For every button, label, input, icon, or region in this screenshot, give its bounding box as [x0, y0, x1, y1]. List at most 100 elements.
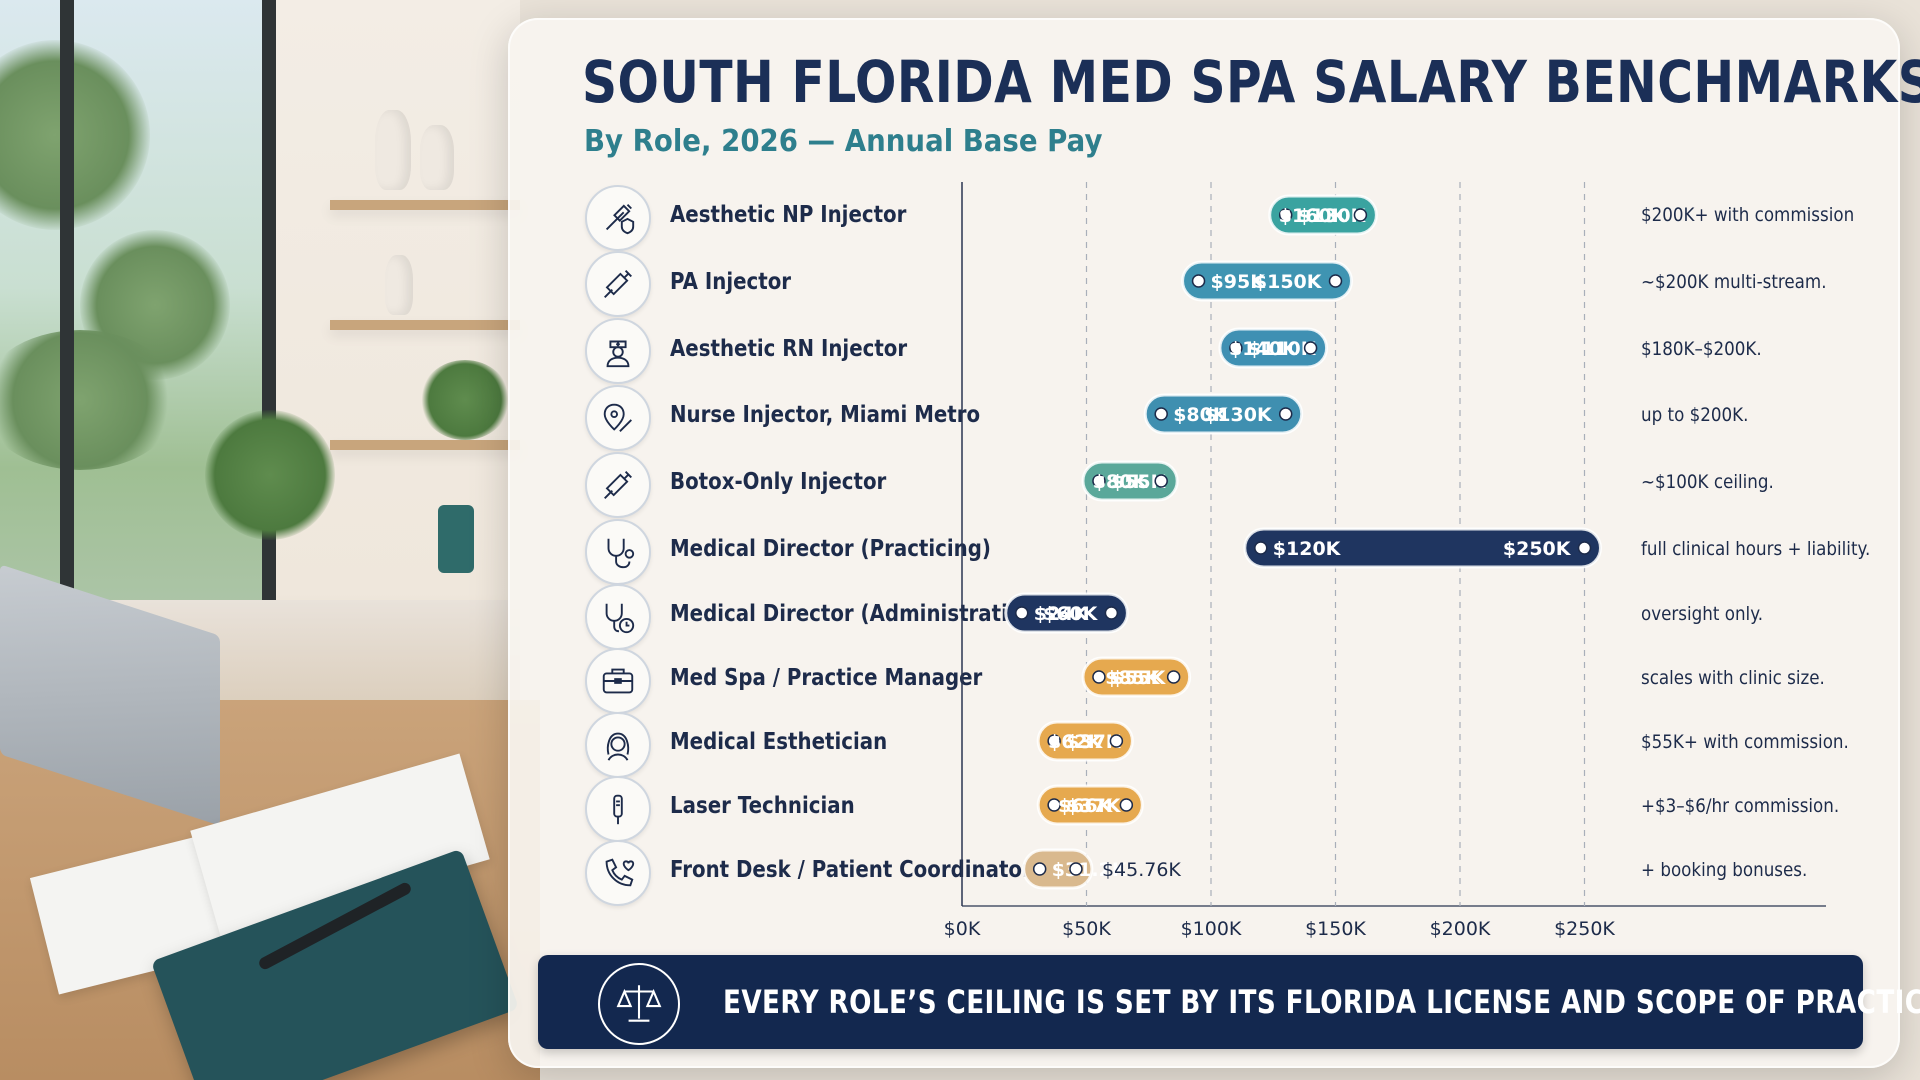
range-bar [1143, 393, 1304, 435]
background-pot [438, 505, 474, 573]
range-low-marker [1032, 862, 1047, 876]
range-low-label: $24K [1034, 603, 1090, 625]
range-bar [1036, 720, 1134, 762]
range-bar [1004, 592, 1129, 634]
syringe-shield-icon [585, 185, 651, 251]
background-shelf [330, 200, 520, 210]
role-note: scales with clinic size. [1641, 667, 1825, 689]
background-palm [0, 330, 180, 470]
range-low-marker [1254, 541, 1268, 555]
range-bar [1243, 527, 1603, 569]
range-bar [1218, 327, 1329, 369]
role-label: Aesthetic RN Injector [670, 336, 908, 362]
range-bar [1036, 784, 1144, 826]
range-high-label: $45.76K [1102, 859, 1181, 881]
chart-subtitle: By Role, 2026 — Annual Base Pay [584, 124, 1103, 159]
role-note: +$3–$6/hr commission. [1641, 795, 1840, 817]
x-tick-label: $200K [1430, 918, 1491, 940]
range-high-marker [1328, 274, 1343, 288]
range-low-label: $80K [1173, 404, 1229, 426]
range-high-marker [1166, 670, 1181, 684]
range-high-marker [1303, 341, 1318, 355]
syringe-icon [585, 452, 651, 518]
background-window-frame [60, 0, 74, 740]
x-tick-label: $100K [1181, 918, 1242, 940]
range-bar [1081, 460, 1179, 502]
range-low-label: $37K [1066, 795, 1122, 817]
role-note: $180K–$200K. [1641, 338, 1762, 360]
role-label: Medical Esthetician [670, 729, 888, 755]
range-bar [1022, 848, 1094, 890]
range-high-label: $62K [1048, 731, 1104, 753]
background-vase [385, 255, 413, 315]
range-low-label: $130K [1298, 205, 1367, 227]
range-high-marker [1104, 606, 1119, 620]
role-note: up to $200K. [1641, 404, 1749, 426]
range-low-label: $120K [1273, 538, 1342, 560]
background-palm [0, 40, 150, 230]
background-shelf [330, 440, 520, 450]
stethoscope-clock-icon [585, 584, 651, 650]
range-high-label: $150K [1254, 271, 1323, 293]
phone-heart-icon [585, 840, 651, 906]
role-label: Medical Director (Administrative) [670, 601, 1044, 627]
syringe-icon [585, 251, 651, 317]
stethoscope-icon [585, 519, 651, 585]
range-bar [1081, 656, 1192, 698]
chart-title: SOUTH FLORIDA MED SPA SALARY BENCHMARKS [582, 48, 1920, 116]
range-low-label: $110K [1248, 338, 1317, 360]
role-label: Nurse Injector, Miami Metro [670, 402, 981, 428]
location-pin-syringe-icon [585, 385, 651, 451]
role-label: Aesthetic NP Injector [670, 202, 907, 228]
background-vase [420, 125, 454, 190]
role-label: Med Spa / Practice Manager [670, 665, 983, 691]
background-plant [420, 360, 510, 440]
x-tick-label: $150K [1305, 918, 1366, 940]
role-label: Botox-Only Injector [670, 469, 887, 495]
chart-panel [508, 18, 1900, 1068]
range-high-marker [1109, 734, 1124, 748]
range-high-marker [1278, 407, 1293, 421]
x-tick-label: $250K [1554, 918, 1615, 940]
role-note: oversight only. [1641, 603, 1764, 625]
banner-text: EVERY ROLE’S CEILING IS SET BY ITS FLORI… [723, 983, 1920, 1021]
range-high-label: $250K [1503, 538, 1572, 560]
range-low-label: $31.2K [1052, 859, 1128, 881]
range-high-label: $80K [1093, 471, 1149, 493]
range-high-label: $160K [1279, 205, 1348, 227]
range-low-marker [1047, 734, 1061, 748]
role-note: ~$200K multi-stream. [1641, 271, 1827, 293]
briefcase-icon [585, 648, 651, 714]
range-high-marker [1353, 208, 1368, 222]
range-low-marker [1092, 474, 1106, 488]
range-low-label: $37K [1066, 731, 1122, 753]
nurse-icon [585, 318, 651, 384]
woman-face-icon [585, 712, 651, 778]
role-label: Medical Director (Practicing) [670, 536, 991, 562]
range-bar [1268, 194, 1378, 236]
range-low-marker [1092, 670, 1106, 684]
range-high-label: $140K [1229, 338, 1298, 360]
role-label: Laser Technician [670, 793, 855, 819]
range-low-marker [1047, 798, 1061, 812]
range-low-marker [1229, 341, 1243, 355]
background-plant [205, 410, 335, 540]
scales-of-justice-icon [598, 963, 680, 1045]
range-low-label: $55K [1111, 471, 1167, 493]
range-high-label: $66K [1058, 795, 1114, 817]
role-label: PA Injector [670, 269, 792, 295]
footer-banner: EVERY ROLE’S CEILING IS SET BY ITS FLORI… [538, 955, 1920, 1049]
range-low-marker [1191, 274, 1206, 288]
x-tick-label: $0K [944, 918, 981, 940]
range-low-marker [1015, 606, 1029, 620]
range-high-marker [1069, 862, 1083, 876]
role-label: Front Desk / Patient Coordinator [670, 857, 1032, 883]
range-high-label: $130K [1204, 404, 1273, 426]
range-low-label: $55K [1111, 667, 1167, 689]
range-high-marker [1119, 798, 1134, 812]
background-vase [375, 110, 411, 190]
role-note: full clinical hours + liability. [1641, 538, 1871, 560]
range-low-marker [1154, 407, 1168, 421]
range-low-label: $95K [1211, 271, 1267, 293]
